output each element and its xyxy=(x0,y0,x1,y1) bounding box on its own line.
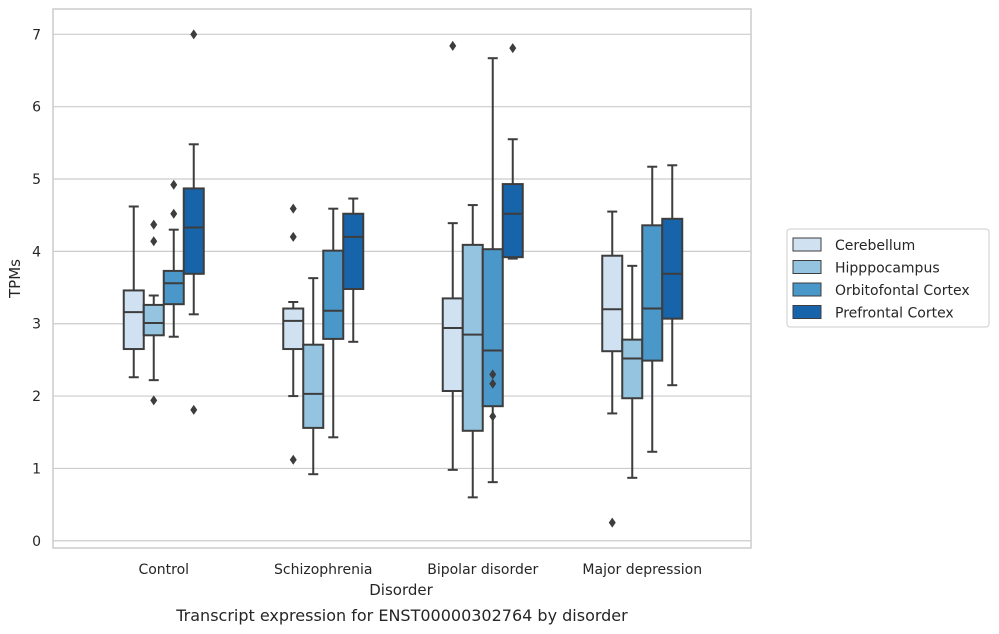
box-hipppocampus xyxy=(142,219,165,406)
box-prefrontal-cortex xyxy=(342,197,365,343)
figure-caption: Transcript expression for ENST0000030276… xyxy=(175,606,628,625)
outlier-point xyxy=(190,29,198,40)
y-tick-label: 0 xyxy=(32,534,41,550)
y-tick-label: 7 xyxy=(32,27,41,43)
y-tick-label: 2 xyxy=(32,389,41,405)
box-orbitofontal-cortex xyxy=(322,207,345,439)
outlier-point xyxy=(150,395,158,406)
box-hipppocampus xyxy=(302,277,325,476)
x-tick-label: Schizophrenia xyxy=(274,562,372,578)
outlier-point xyxy=(608,517,616,528)
box-iqr xyxy=(342,212,365,290)
outlier-point xyxy=(289,231,297,242)
y-tick-label: 3 xyxy=(32,317,41,333)
outlier-point xyxy=(170,208,178,219)
outlier-point xyxy=(509,43,517,54)
plot-area xyxy=(52,8,752,549)
legend: Cerebellum Hipppocampus Orbitofontal Corte… xyxy=(786,228,990,328)
box-iqr xyxy=(601,254,624,353)
legend-label: Hipppocampus xyxy=(835,261,940,277)
boxes xyxy=(122,29,684,528)
box-prefrontal-cortex xyxy=(182,29,205,415)
box-cerebellum xyxy=(601,210,624,528)
box-iqr xyxy=(501,183,524,259)
legend-swatch xyxy=(792,260,822,274)
x-tick-label: Major depression xyxy=(582,562,702,578)
x-tick-label: Control xyxy=(138,562,189,578)
legend-label: Orbitofontal Cortex xyxy=(835,283,970,299)
box-iqr xyxy=(122,289,145,351)
outlier-point xyxy=(489,378,497,389)
box-iqr xyxy=(661,217,684,320)
legend-frame xyxy=(786,228,990,328)
outlier-point xyxy=(289,203,297,214)
x-axis-label: Disorder xyxy=(369,581,433,599)
box-iqr xyxy=(302,343,325,429)
box-iqr xyxy=(441,297,464,393)
box-iqr xyxy=(322,249,345,340)
box-cerebellum xyxy=(122,205,145,379)
y-tick-label: 4 xyxy=(32,244,41,260)
box-cerebellum xyxy=(282,203,305,465)
box-orbitofontal-cortex xyxy=(481,57,504,484)
legend-swatch xyxy=(792,305,822,319)
outlier-point xyxy=(150,219,158,230)
box-iqr xyxy=(282,307,305,351)
outlier-point xyxy=(489,411,497,422)
y-axis-label: TPMs xyxy=(6,259,24,299)
outlier-point xyxy=(170,179,178,190)
outlier-point xyxy=(489,369,497,380)
box-prefrontal-cortex xyxy=(661,164,684,387)
y-tick-label: 6 xyxy=(32,100,41,116)
x-axis-ticks: Control Schizophrenia Bipolar disorder Majo… xyxy=(138,562,702,578)
outlier-point xyxy=(190,404,198,415)
box-iqr xyxy=(621,338,644,400)
box-iqr xyxy=(641,224,664,362)
y-tick-label: 5 xyxy=(32,172,41,188)
y-tick-label: 1 xyxy=(32,461,41,477)
outlier-point xyxy=(150,236,158,247)
box-iqr xyxy=(142,303,165,337)
box-iqr xyxy=(162,269,185,306)
legend-swatch xyxy=(792,237,822,252)
box-orbitofontal-cortex xyxy=(641,165,664,453)
legend-swatch xyxy=(792,282,822,297)
box-orbitofontal-cortex xyxy=(162,179,185,338)
box-prefrontal-cortex xyxy=(501,43,524,260)
legend-label: Cerebellum xyxy=(835,238,915,254)
y-axis-ticks: 0 1 2 3 4 5 6 7 xyxy=(32,27,41,549)
box-hipppocampus xyxy=(621,264,644,479)
x-tick-label: Bipolar disorder xyxy=(427,562,538,578)
box-cerebellum xyxy=(441,40,464,471)
box-iqr xyxy=(182,187,205,275)
box-iqr xyxy=(481,248,504,408)
outlier-point xyxy=(289,454,297,465)
box-hipppocampus xyxy=(461,204,484,499)
legend-label: Prefrontal Cortex xyxy=(835,306,954,322)
gridlines xyxy=(53,33,751,542)
box-iqr xyxy=(461,243,484,432)
outlier-point xyxy=(449,40,457,51)
